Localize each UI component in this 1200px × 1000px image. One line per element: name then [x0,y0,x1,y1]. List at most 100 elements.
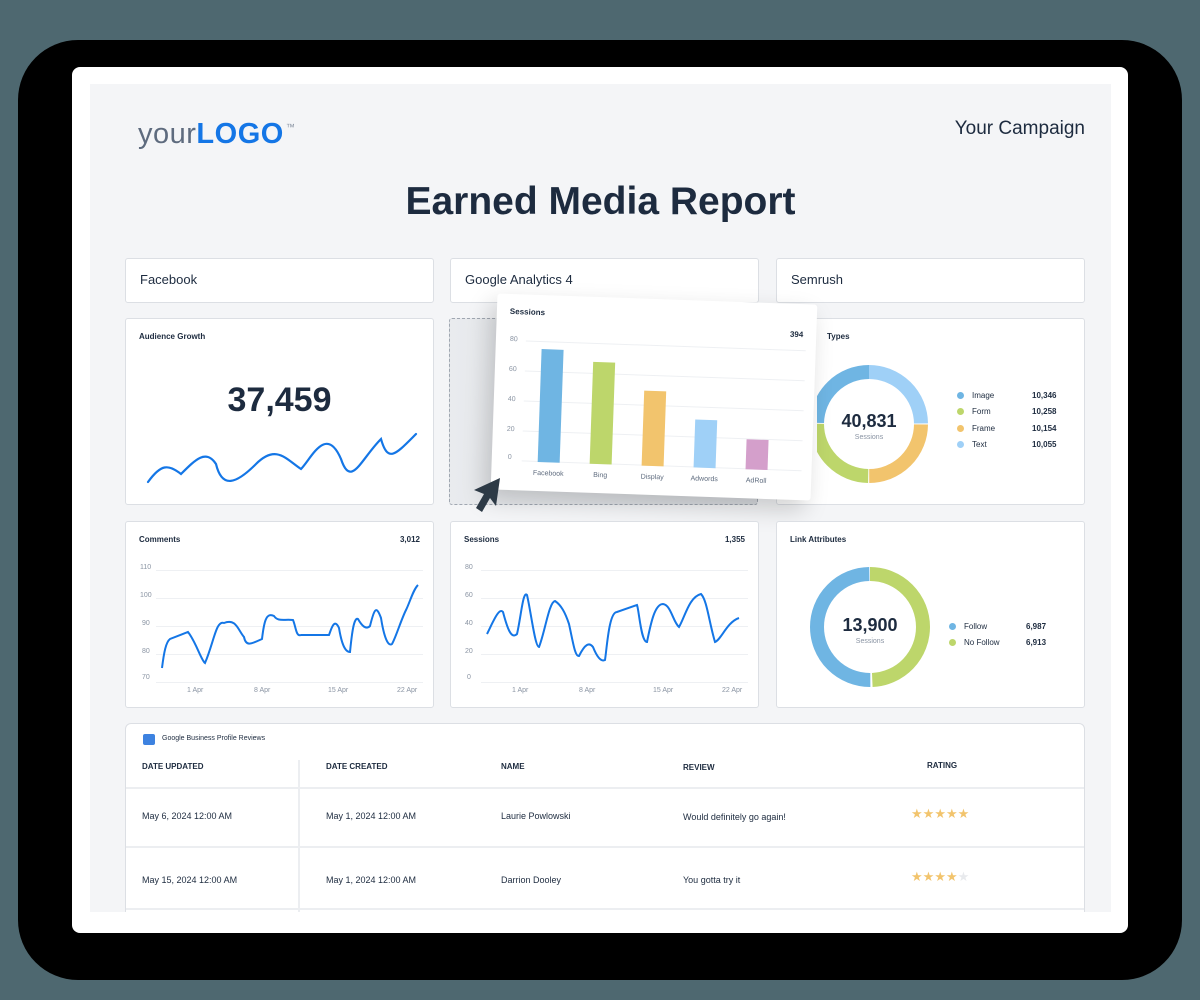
center-value: 40,831 [841,411,897,431]
y-tick: 60 [465,592,473,599]
star-icon: ★ [945,806,958,821]
cell-date-updated: May 15, 2024 12:00 AM [142,875,238,885]
table-title: Google Business Profile Reviews [162,735,266,742]
link-attributes-legend: Follow 6,987 No Follow 6,913 [949,618,1046,651]
legend-dot [957,408,964,416]
cell-name: Laurie Powlowski [501,811,571,821]
legend-value: 10,154 [1032,423,1057,433]
y-tick: 70 [142,674,150,681]
x-label: Facebook [532,469,564,478]
section-facebook[interactable]: Facebook [125,258,434,303]
legend-value: 10,346 [1032,390,1057,400]
legend-label: Text [972,440,987,450]
x-tick: 15 Apr [328,687,349,694]
x-tick: 8 Apr [579,687,596,694]
sessions-line [486,592,740,662]
card-total: 394 [789,329,804,340]
cell-date-created: May 1, 2024 12:00 AM [326,811,417,821]
link-attributes-card: Link Attributes 13,900 Sessions Follow 6,… [776,521,1085,708]
y-tick: 60 [508,365,517,374]
star-icon: ★ [922,869,935,884]
center-label: Sessions [854,434,884,441]
column-header-rating[interactable]: RATING [927,761,958,770]
x-tick: 22 Apr [397,687,418,694]
logo-prefix: your [138,118,197,150]
y-tick: 90 [142,620,150,627]
gridline [481,626,748,627]
star-icon: ★ [934,806,946,821]
legend-item: Frame 10,154 [957,420,1056,437]
y-tick: 20 [506,425,515,434]
cell-date-created: May 1, 2024 12:00 AM [326,875,417,885]
row-divider [126,787,1084,789]
star-icon: ★ [911,806,923,821]
audience-growth-value: 37,459 [227,381,332,419]
bar-adroll [745,439,769,471]
y-tick: 80 [465,564,473,571]
column-header-date-created[interactable]: DATE CREATED [326,762,388,771]
sessions-line-card: Sessions 1,355 80 60 40 20 0 1 Apr 8 Apr… [450,521,759,708]
row-divider [126,908,1084,910]
card-title: Sessions [509,306,546,318]
y-tick: 80 [142,648,150,655]
bar-adwords [693,419,718,469]
legend-value: 10,055 [1032,440,1057,450]
section-semrush[interactable]: Semrush [776,258,1085,303]
legend-item: Image 10,346 [957,387,1056,404]
card-title: Link Attributes [790,535,847,544]
legend-label: No Follow [964,638,1000,648]
legend-label: Follow [964,621,988,631]
legend-label: Form [972,407,991,417]
legend-dot [949,639,956,647]
comments-card: Comments 3,012 110 100 90 80 70 1 Apr 8 … [125,521,434,708]
y-tick: 80 [509,335,518,344]
x-label: AdRoll [745,477,767,485]
y-tick: 40 [507,395,516,404]
legend-item: Form 10,258 [957,404,1056,421]
card-total: 3,012 [399,535,420,544]
y-tick: 0 [467,674,471,681]
center-value: 13,900 [842,615,898,635]
gridline [156,682,423,683]
types-card: Types 40,831 Sessions Image 10,346 Form 10… [776,318,1085,505]
legend-value: 6,987 [1026,621,1047,631]
star-icon: ★ [911,869,923,884]
card-title: Types [827,332,850,341]
legend-dot [949,622,956,630]
column-header-name[interactable]: NAME [501,762,525,771]
card-title: Comments [139,535,181,544]
gridline [481,654,748,655]
bar-display [641,390,667,467]
y-tick: 40 [465,620,473,627]
gridline [481,570,748,571]
campaign-name: Your Campaign [954,118,1085,139]
sessions-bar-card-dragging[interactable]: Sessions 394 80 60 40 20 0 Facebook Bing… [490,293,818,501]
column-header-review[interactable]: REVIEW [683,763,715,772]
x-label: Adwords [690,475,718,484]
gridline [481,598,748,599]
drag-cursor-icon [474,478,500,512]
gridline [481,682,748,683]
x-tick: 15 Apr [653,687,674,694]
row-divider [126,846,1084,848]
logo-trademark: ™ [285,122,296,132]
x-label: Bing [593,471,608,480]
card-title: Audience Growth [139,332,206,341]
column-header-date-updated[interactable]: DATE UPDATED [142,762,204,771]
bar-bing [589,361,616,465]
google-business-profile-icon [143,734,155,745]
x-tick: 8 Apr [254,687,271,694]
rating-stars: ★★★★★ [911,806,969,822]
cell-name: Darrion Dooley [501,875,562,885]
comments-line [161,584,419,669]
star-icon: ★ [922,806,935,821]
y-tick: 0 [507,453,512,462]
column-divider [298,760,300,912]
card-title: Sessions [464,535,500,544]
x-label: Display [640,473,664,482]
y-tick: 20 [465,648,473,655]
rating-stars: ★★★★★ [911,869,969,885]
gridline [156,654,423,655]
star-empty-icon: ★ [957,869,970,884]
star-icon: ★ [945,869,958,884]
